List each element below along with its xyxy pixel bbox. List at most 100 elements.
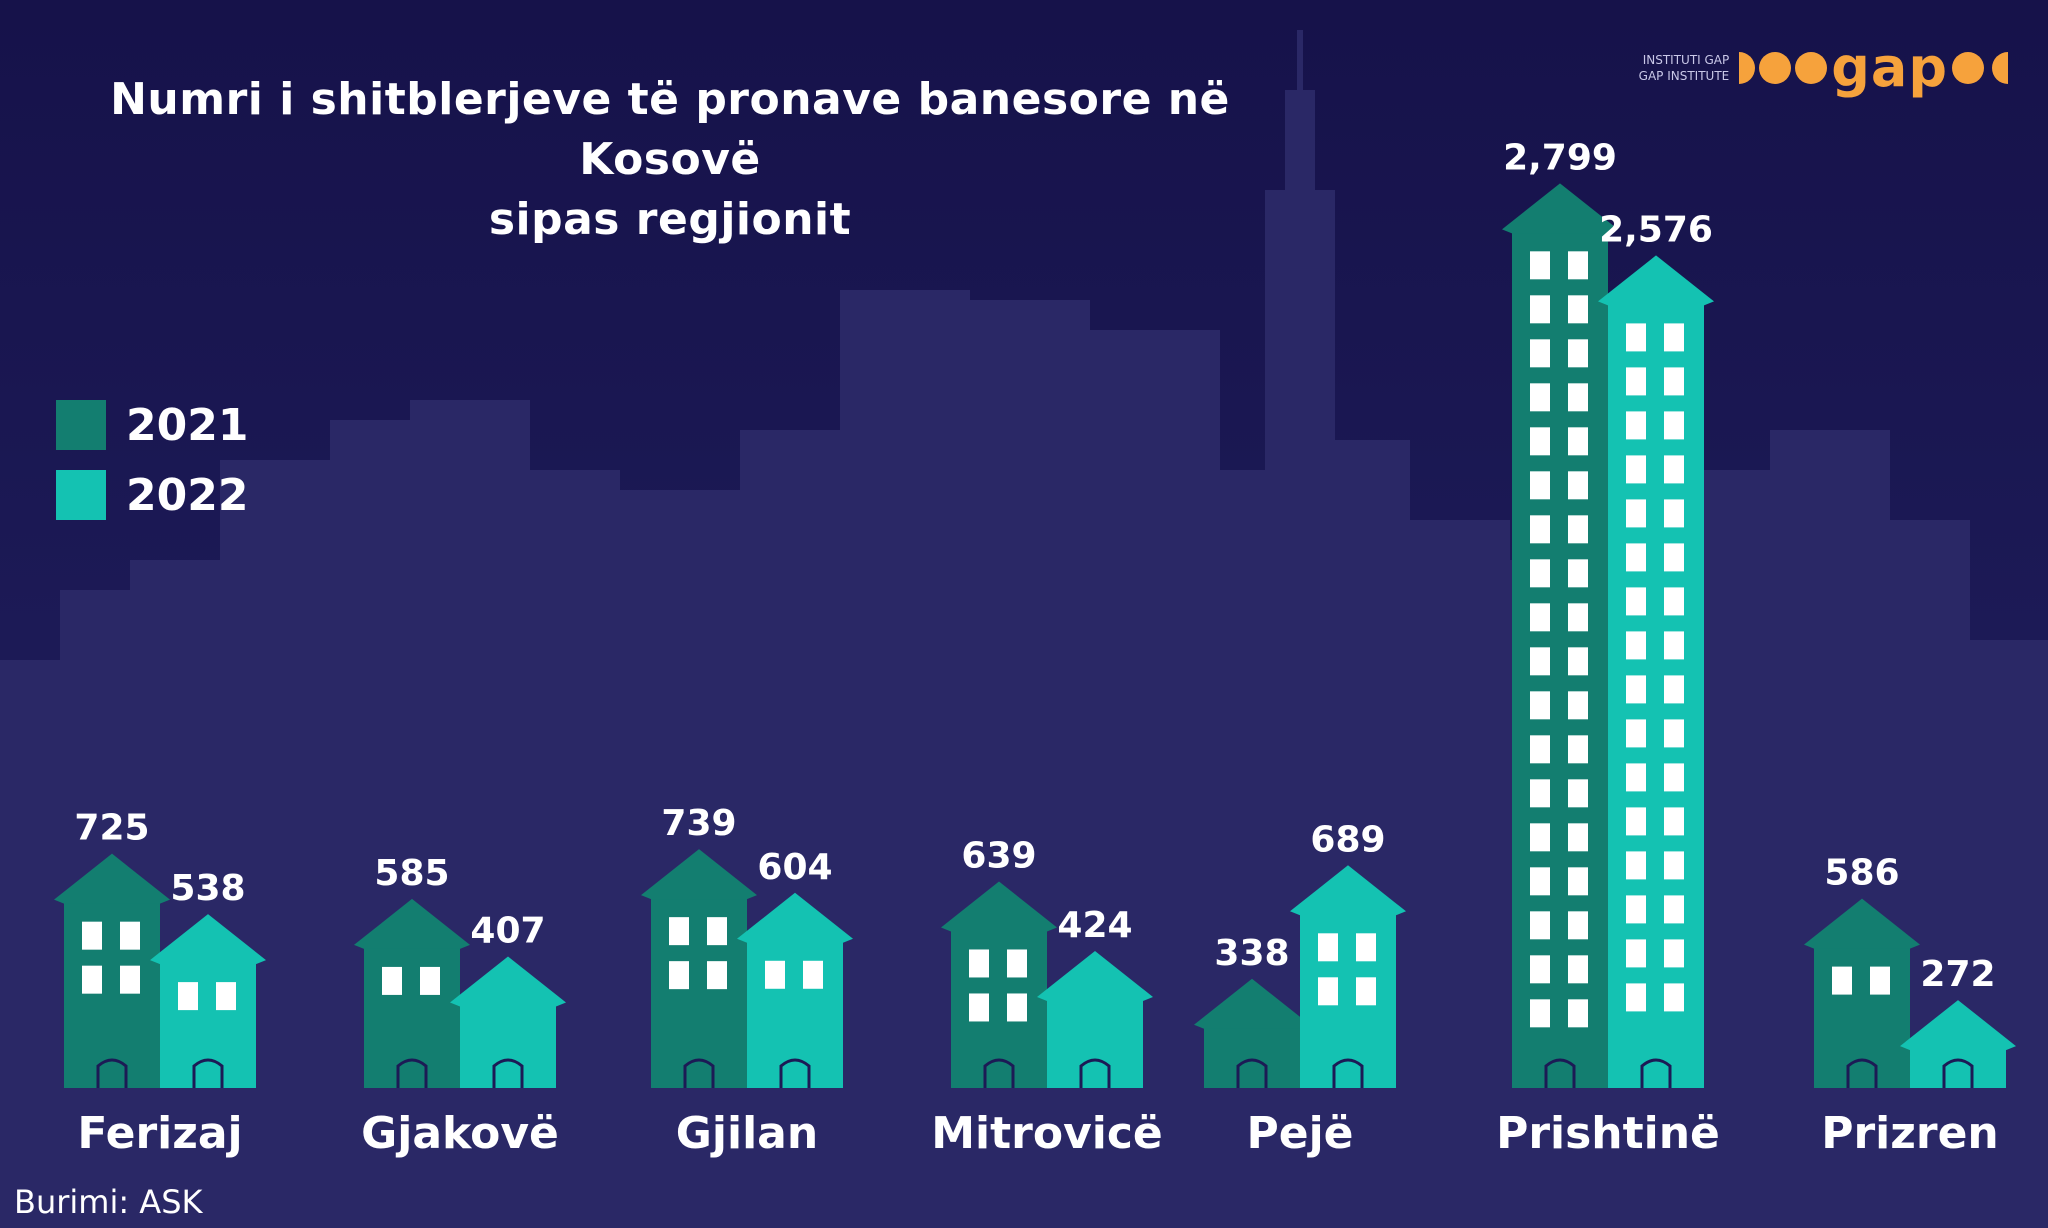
bar-gjakovë-2021: 585 <box>354 853 470 1088</box>
bar-door <box>1332 1058 1364 1088</box>
bar-window <box>1568 515 1588 544</box>
bar-door <box>779 1058 811 1088</box>
bar-window <box>1664 587 1684 616</box>
bar-window <box>1664 807 1684 836</box>
bar-window <box>382 966 402 995</box>
bar-roof <box>354 898 470 949</box>
bar-door <box>1079 1058 1111 1088</box>
bar-window <box>1626 367 1646 396</box>
bar-window <box>1530 779 1550 808</box>
bar-window <box>1664 895 1684 924</box>
bar-window <box>1568 647 1588 676</box>
logo-dot-1 <box>1759 51 1792 84</box>
skyline-building <box>330 420 410 1228</box>
bar-window <box>1318 933 1338 962</box>
legend-label-2021: 2021 <box>126 399 249 451</box>
bar-window <box>1626 851 1646 880</box>
bar-gjakovë-2022: 407 <box>450 910 566 1088</box>
bar-window <box>1664 543 1684 572</box>
bar-window <box>1318 977 1338 1006</box>
category-label: Pejë <box>1246 1108 1353 1159</box>
skyline-building <box>530 470 620 1228</box>
logo-small-line1: INSTITUTI GAP <box>1642 52 1730 67</box>
skyline-building <box>970 300 1090 1228</box>
bar-window <box>1530 427 1550 456</box>
value-label: 272 <box>1920 954 1995 995</box>
bar-roof <box>1502 183 1618 234</box>
bar-window <box>1626 895 1646 924</box>
skyline-building <box>0 660 60 1228</box>
bar-window <box>1356 977 1376 1006</box>
category-label: Mitrovicë <box>931 1108 1163 1159</box>
legend-label-2022: 2022 <box>126 469 249 521</box>
bar-window <box>1664 367 1684 396</box>
bar-window <box>1530 603 1550 632</box>
bar-window <box>1664 851 1684 880</box>
bar-window <box>1530 867 1550 896</box>
category-label: Gjakovë <box>361 1108 559 1159</box>
bar-roof <box>1598 255 1714 306</box>
legend-item-2021: 2021 <box>56 390 248 460</box>
bar-wall <box>651 895 747 1088</box>
skyline-building <box>1770 430 1890 1228</box>
bar-window <box>1530 735 1550 764</box>
value-label: 725 <box>74 808 149 849</box>
bar-roof <box>1290 865 1406 916</box>
legend: 2021 2022 <box>56 390 248 530</box>
category-label: Ferizaj <box>77 1108 242 1159</box>
bar-roof <box>941 881 1057 932</box>
bar-prizren-2021: 586 <box>1804 853 1920 1088</box>
bar-roof <box>737 892 853 943</box>
bar-roof <box>1037 950 1153 1001</box>
value-label: 639 <box>961 835 1036 876</box>
bar-wall <box>1814 944 1910 1088</box>
bar-window <box>1568 603 1588 632</box>
value-label: 538 <box>170 868 245 909</box>
logo-small-text: INSTITUTI GAP GAP INSTITUTE <box>1639 52 1730 84</box>
bar-window <box>1626 587 1646 616</box>
bar-window <box>1568 911 1588 940</box>
bar-wall <box>160 960 256 1088</box>
bar-gjilan-2021: 739 <box>641 803 757 1088</box>
bar-pejë-2021: 338 <box>1194 933 1310 1088</box>
bar-door <box>396 1058 428 1088</box>
bar-wall <box>460 1002 556 1088</box>
bar-roof <box>450 956 566 1007</box>
bar-window <box>803 960 823 989</box>
bar-window <box>1626 719 1646 748</box>
chart-title-line2: sipas regjionit <box>488 194 852 245</box>
bar-window <box>1626 499 1646 528</box>
bar-wall <box>1047 996 1143 1088</box>
logo-dot-2 <box>1795 51 1828 84</box>
bar-window <box>1664 939 1684 968</box>
bar-window <box>1626 455 1646 484</box>
value-label: 2,576 <box>1599 209 1713 250</box>
chart-title-line1: Numri i shitblerjeve të pronave banesore… <box>110 74 1230 185</box>
bar-window <box>1664 455 1684 484</box>
bar-door <box>1544 1058 1576 1088</box>
bar-window <box>1568 779 1588 808</box>
bar-window <box>216 982 236 1011</box>
legend-swatch-2021 <box>56 400 106 450</box>
bar-gjilan-2022: 604 <box>737 847 853 1088</box>
bar-window <box>1530 823 1550 852</box>
bar-window <box>1626 939 1646 968</box>
bar-window <box>1664 763 1684 792</box>
value-label: 604 <box>757 847 832 888</box>
bar-roof <box>54 853 170 904</box>
bar-window <box>1530 251 1550 280</box>
bar-window <box>1568 295 1588 324</box>
bar-ferizaj-2022: 538 <box>150 868 266 1088</box>
bar-window <box>120 921 140 950</box>
skyline-building <box>220 460 330 1228</box>
bar-door <box>983 1058 1015 1088</box>
bar-window <box>1626 543 1646 572</box>
value-label: 407 <box>470 910 545 951</box>
logo-shape-left <box>1739 51 1756 84</box>
value-label: 586 <box>1824 853 1899 894</box>
logo-dot-3 <box>1952 51 1984 84</box>
skyline-building <box>410 400 530 1228</box>
bar-window <box>420 966 440 995</box>
